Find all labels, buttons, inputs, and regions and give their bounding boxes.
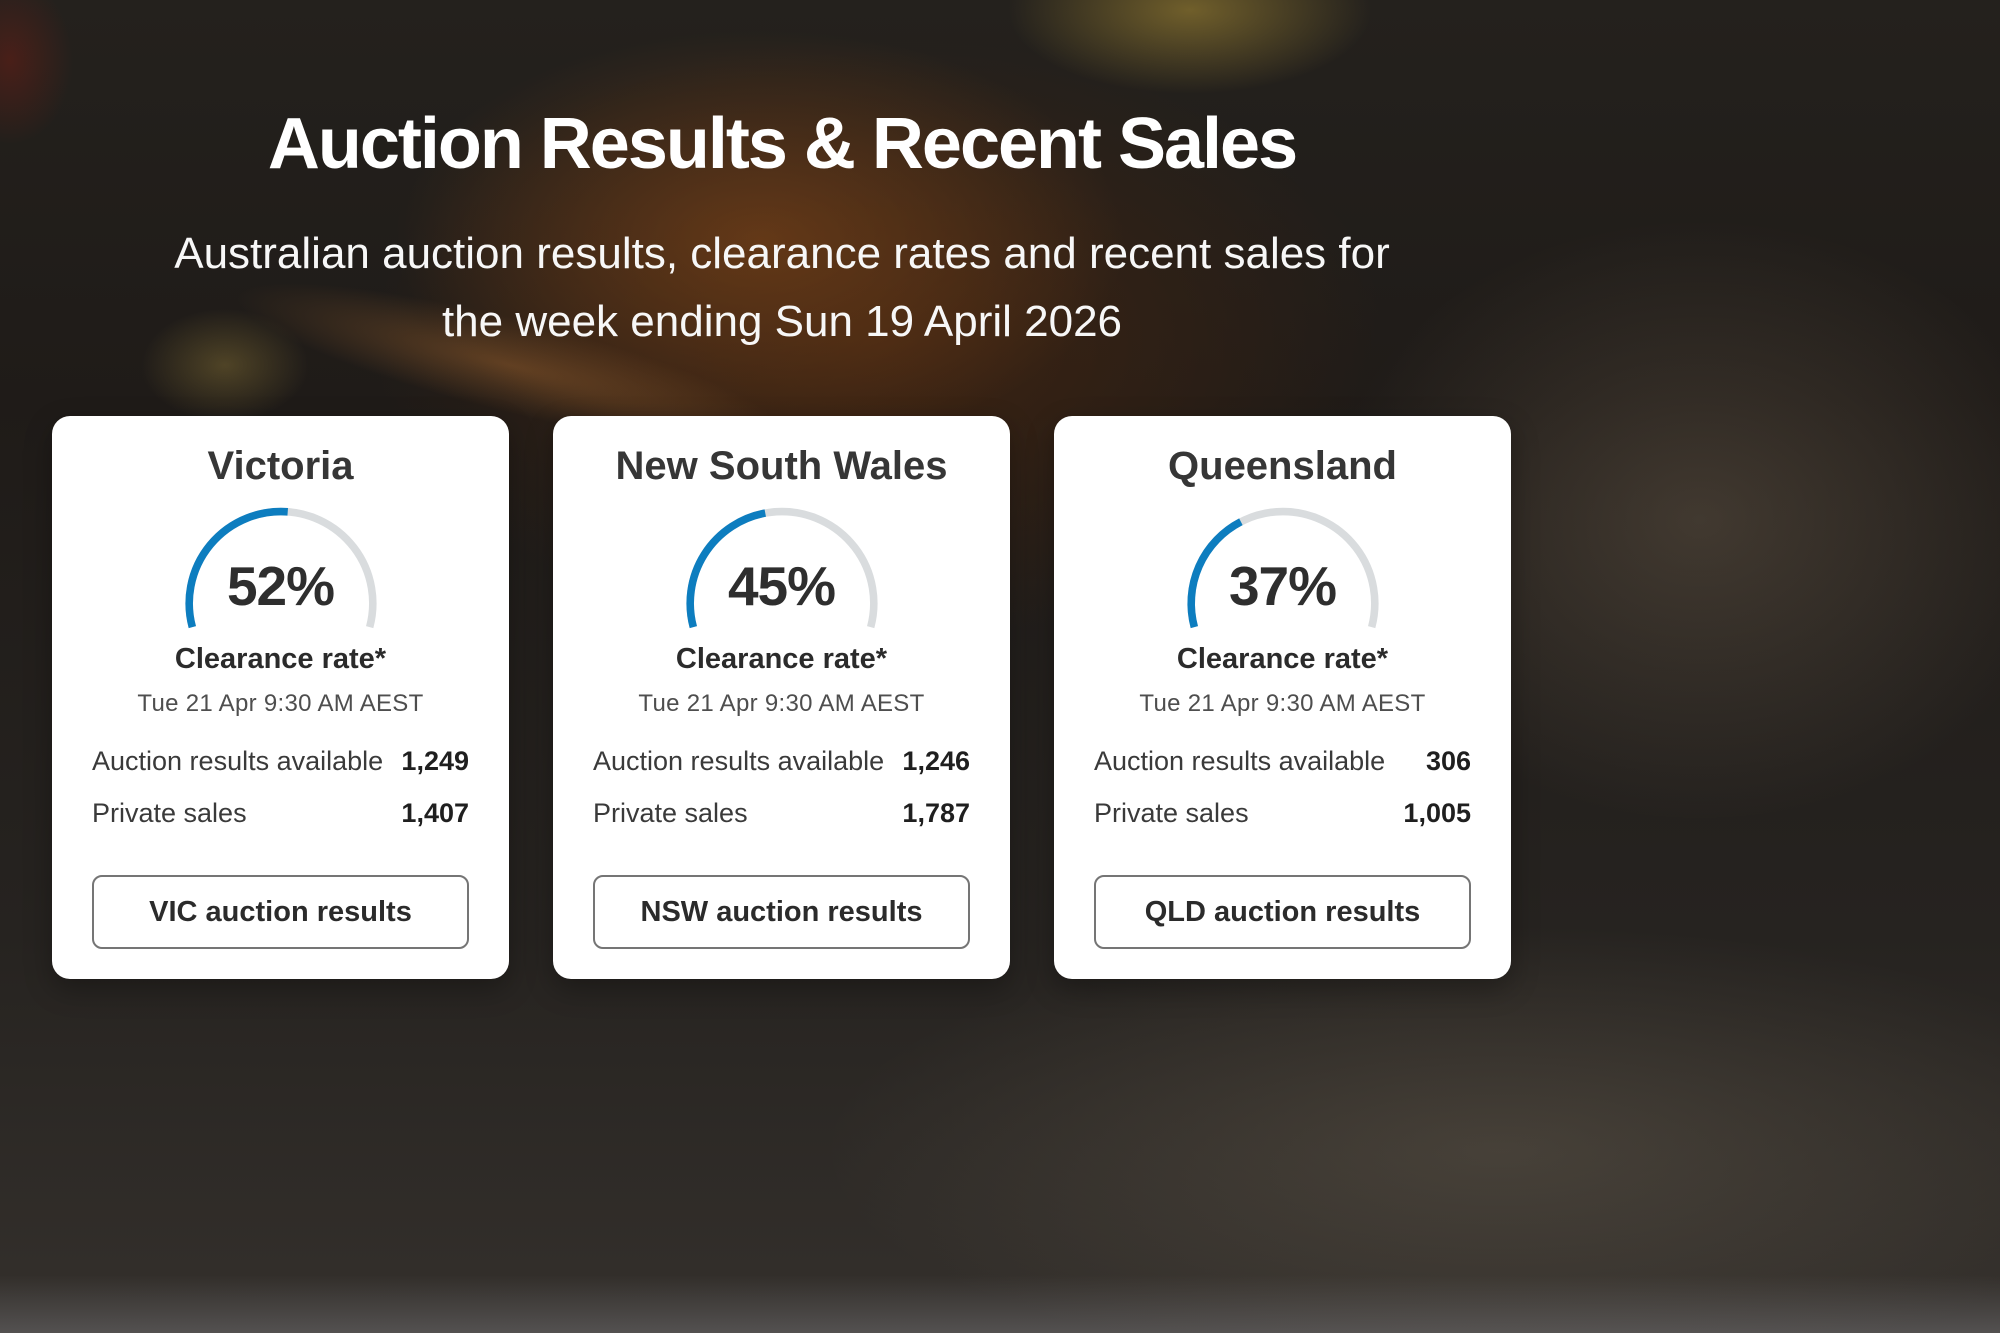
gauge-arc (184, 507, 377, 629)
stat-value: 1,246 (902, 746, 970, 776)
clearance-rate-label: Clearance rate* (675, 643, 888, 675)
stat-row-private-sales: Private sales 1,787 (593, 787, 970, 839)
state-card-nsw: New South Wales 45% Clearance rate* Tue … (553, 416, 1010, 979)
nsw-auction-results-button[interactable]: NSW auction results (593, 875, 970, 949)
stat-row-auction-results: Auction results available 306 (1094, 735, 1471, 787)
clearance-rate-value: 45% (727, 555, 836, 618)
stat-label: Auction results available (92, 746, 384, 776)
state-name: Queensland (1168, 444, 1397, 488)
state-card-qld: Queensland 37% Clearance rate* Tue 21 Ap… (1054, 416, 1511, 979)
stat-label: Auction results available (1094, 746, 1386, 776)
clearance-rate-label: Clearance rate* (1176, 643, 1389, 675)
stats-list: Auction results available 1,249 Private … (92, 735, 469, 839)
clearance-rate-value: 52% (226, 555, 335, 618)
updated-timestamp: Tue 21 Apr 9:30 AM AEST (137, 690, 424, 717)
stat-row-private-sales: Private sales 1,005 (1094, 787, 1471, 839)
vic-auction-results-button[interactable]: VIC auction results (92, 875, 469, 949)
stats-list: Auction results available 1,246 Private … (593, 735, 970, 839)
content-container: Auction Results & Recent Sales Australia… (52, 0, 1512, 979)
clearance-rate-label: Clearance rate* (174, 643, 387, 675)
updated-timestamp: Tue 21 Apr 9:30 AM AEST (1139, 690, 1426, 717)
stat-row-private-sales: Private sales 1,407 (92, 787, 469, 839)
qld-auction-results-button[interactable]: QLD auction results (1094, 875, 1471, 949)
page-title: Auction Results & Recent Sales (267, 104, 1298, 184)
stat-value: 1,249 (401, 746, 469, 776)
stat-row-auction-results: Auction results available 1,249 (92, 735, 469, 787)
state-card-victoria: Victoria 52% Clearance rate* Tue 21 Apr … (52, 416, 509, 979)
stat-value: 1,787 (902, 798, 970, 828)
gauge-arc (685, 507, 878, 629)
clearance-rate-value: 37% (1228, 555, 1337, 618)
clearance-rate-gauge: 52% (173, 504, 389, 639)
stats-list: Auction results available 306 Private sa… (1094, 735, 1471, 839)
background-bottom-band (0, 1275, 2000, 1333)
stat-label: Auction results available (593, 746, 885, 776)
page-subtitle: Australian auction results, clearance ra… (174, 229, 1390, 346)
state-name: New South Wales (615, 444, 948, 488)
stat-label: Private sales (593, 798, 748, 828)
stat-row-auction-results: Auction results available 1,246 (593, 735, 970, 787)
updated-timestamp: Tue 21 Apr 9:30 AM AEST (638, 690, 925, 717)
clearance-rate-gauge: 45% (674, 504, 890, 639)
clearance-rate-gauge: 37% (1175, 504, 1391, 639)
stat-value: 1,005 (1403, 798, 1471, 828)
state-cards-row: Victoria 52% Clearance rate* Tue 21 Apr … (52, 416, 1512, 979)
state-name: Victoria (207, 444, 354, 488)
stat-label: Private sales (1094, 798, 1249, 828)
stat-value: 1,407 (401, 798, 469, 828)
gauge-arc (1186, 507, 1379, 629)
stat-label: Private sales (92, 798, 247, 828)
stat-value: 306 (1425, 746, 1471, 776)
